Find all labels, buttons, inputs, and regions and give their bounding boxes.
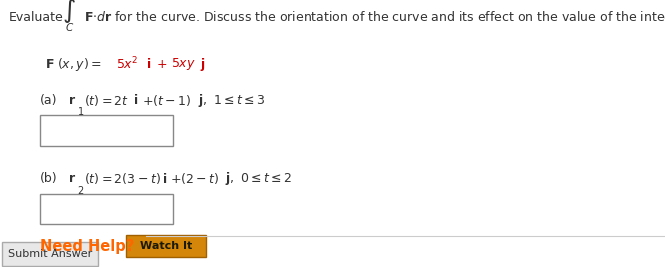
Text: $5x^2$: $5x^2$ — [116, 56, 139, 72]
Text: $C$: $C$ — [65, 21, 74, 33]
Bar — [40, 115, 173, 146]
Text: $\mathbf{i}$: $\mathbf{i}$ — [133, 93, 138, 107]
Text: $5xy$: $5xy$ — [171, 56, 196, 72]
Text: $\mathbf{r}$: $\mathbf{r}$ — [68, 94, 76, 107]
FancyBboxPatch shape — [126, 235, 206, 257]
Text: $\mathbf{F}$$ \cdot d\mathbf{r}$ for the curve. Discuss the orientation of the c: $\mathbf{F}$$ \cdot d\mathbf{r}$ for the… — [84, 9, 665, 26]
Text: $+ (t - 1)$: $+ (t - 1)$ — [142, 93, 191, 108]
Text: Watch It: Watch It — [140, 241, 192, 251]
Text: $(t) = 2(3 - t)$: $(t) = 2(3 - t)$ — [84, 171, 161, 186]
Text: Need Help?: Need Help? — [40, 239, 134, 254]
Text: $(x, y) = $: $(x, y) = $ — [57, 56, 102, 73]
Text: $2$: $2$ — [77, 184, 84, 195]
Text: $\mathbf{j},$: $\mathbf{j},$ — [225, 170, 234, 187]
Bar — [40, 194, 173, 224]
Text: $1 \leq t \leq 3$: $1 \leq t \leq 3$ — [213, 94, 265, 107]
Text: $0 \leq t \leq 2$: $0 \leq t \leq 2$ — [240, 172, 292, 185]
Text: $\mathbf{F}$: $\mathbf{F}$ — [45, 58, 55, 70]
Text: $1$: $1$ — [77, 105, 84, 117]
Text: (a): (a) — [40, 94, 57, 107]
Text: $\mathbf{j}$: $\mathbf{j}$ — [200, 56, 205, 73]
Text: Evaluate: Evaluate — [9, 11, 63, 24]
Text: $+$: $+$ — [156, 58, 167, 70]
Text: $\int$: $\int$ — [62, 0, 76, 25]
Text: $+ (2 - t)$: $+ (2 - t)$ — [170, 171, 219, 186]
FancyBboxPatch shape — [2, 242, 98, 266]
Text: $\mathbf{j},$: $\mathbf{j},$ — [198, 92, 207, 109]
Text: $\mathbf{r}$: $\mathbf{r}$ — [68, 172, 76, 185]
Text: $\mathbf{i}$: $\mathbf{i}$ — [146, 57, 152, 71]
Text: (b): (b) — [40, 172, 58, 185]
Text: $\mathbf{i}$: $\mathbf{i}$ — [162, 172, 167, 186]
Text: Submit Answer: Submit Answer — [8, 249, 92, 259]
Text: $(t) = 2t$: $(t) = 2t$ — [84, 93, 129, 108]
